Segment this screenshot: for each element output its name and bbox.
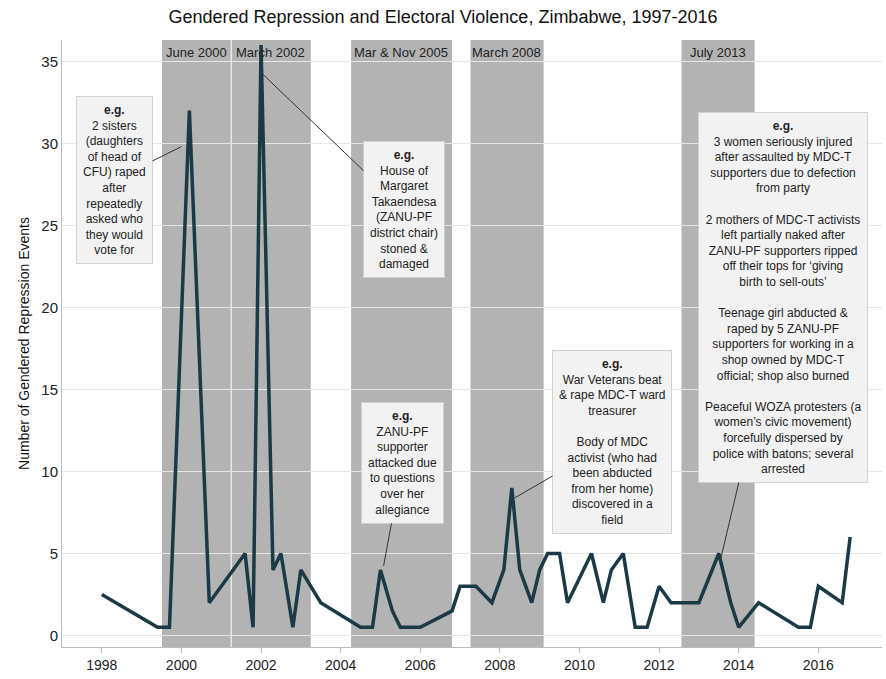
svg-text:Number of Gendered Repression: Number of Gendered Repression Events bbox=[16, 217, 32, 470]
svg-text:March 2008: March 2008 bbox=[472, 45, 541, 60]
svg-text:2006: 2006 bbox=[405, 657, 436, 673]
svg-text:1998: 1998 bbox=[86, 657, 117, 673]
svg-text:e.g.2 sisters(daughtersof head: e.g.2 sisters(daughtersof head ofCFU) ra… bbox=[83, 103, 146, 257]
svg-text:30: 30 bbox=[41, 135, 58, 152]
svg-text:2012: 2012 bbox=[644, 657, 675, 673]
svg-text:2008: 2008 bbox=[484, 657, 515, 673]
svg-text:10: 10 bbox=[41, 463, 58, 480]
svg-text:2010: 2010 bbox=[564, 657, 595, 673]
svg-text:June 2000: June 2000 bbox=[166, 45, 227, 60]
svg-text:e.g.ZANU-PFsupporterattacked d: e.g.ZANU-PFsupporterattacked dueto quest… bbox=[368, 409, 437, 517]
svg-text:0: 0 bbox=[50, 627, 58, 644]
svg-text:July 2013: July 2013 bbox=[690, 45, 746, 60]
svg-text:2016: 2016 bbox=[803, 657, 834, 673]
svg-text:2014: 2014 bbox=[723, 657, 754, 673]
svg-text:e.g.War Veterans beat& rape MD: e.g.War Veterans beat& rape MDC-T wardtr… bbox=[559, 357, 665, 527]
svg-text:Mar & Nov 2005: Mar & Nov 2005 bbox=[354, 45, 448, 60]
svg-text:25: 25 bbox=[41, 217, 58, 234]
svg-text:35: 35 bbox=[41, 53, 58, 70]
svg-text:March 2002: March 2002 bbox=[236, 45, 305, 60]
svg-text:2000: 2000 bbox=[166, 657, 197, 673]
svg-text:2002: 2002 bbox=[245, 657, 276, 673]
svg-text:Gendered Repression and Electo: Gendered Repression and Electoral Violen… bbox=[168, 7, 717, 27]
svg-text:5: 5 bbox=[50, 545, 58, 562]
svg-text:20: 20 bbox=[41, 299, 58, 316]
svg-text:e.g.House ofMargaretTakaendesa: e.g.House ofMargaretTakaendesa(ZANU-PFdi… bbox=[370, 148, 438, 271]
svg-text:e.g.3 women seriously injureda: e.g.3 women seriously injuredafter assau… bbox=[705, 119, 861, 476]
svg-text:2004: 2004 bbox=[325, 657, 356, 673]
svg-text:15: 15 bbox=[41, 381, 58, 398]
